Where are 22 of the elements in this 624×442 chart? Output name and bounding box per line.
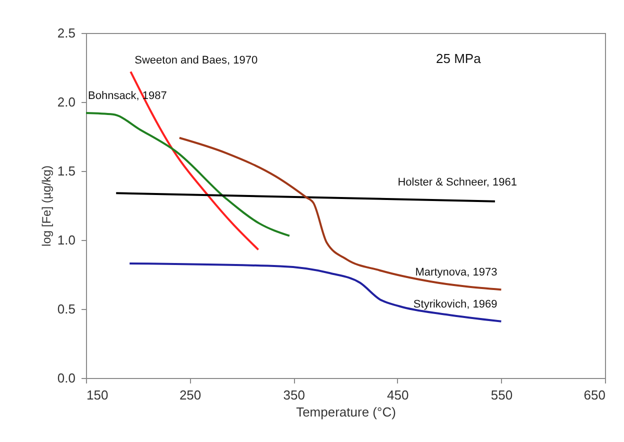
y-tick-label: 0.5 xyxy=(57,302,76,316)
x-tick-label: 350 xyxy=(283,388,305,402)
series-label: Sweeton and Baes, 1970 xyxy=(134,54,258,67)
line-series xyxy=(128,262,502,322)
y-tick-label: 0.0 xyxy=(57,370,76,386)
x-tick-label: 250 xyxy=(179,388,202,402)
series-label: Styrikovich, 1969 xyxy=(413,298,498,310)
x-tick-label: 450 xyxy=(387,388,409,402)
x-tick-label: 550 xyxy=(490,388,513,402)
series-label: Holster & Schneer, 1961 xyxy=(398,176,517,188)
y-tick-label: 1.0 xyxy=(57,232,76,248)
x-axis-title: Temperature (°C) xyxy=(296,404,396,420)
series-label: Martynova, 1973 xyxy=(415,266,498,279)
x-tick-label: 650 xyxy=(584,388,606,402)
y-tick-label: 2.5 xyxy=(57,26,76,40)
y-tick-label: 1.5 xyxy=(57,164,76,178)
y-tick-label: 2.0 xyxy=(57,94,76,110)
line-series xyxy=(85,112,290,237)
y-axis-title: log [Fe] (µg/kg) xyxy=(39,166,54,246)
annotation: 25 MPa xyxy=(436,51,482,66)
x-tick-label: 150 xyxy=(86,388,108,402)
series-label: Bohnsack, 1987 xyxy=(88,90,167,102)
